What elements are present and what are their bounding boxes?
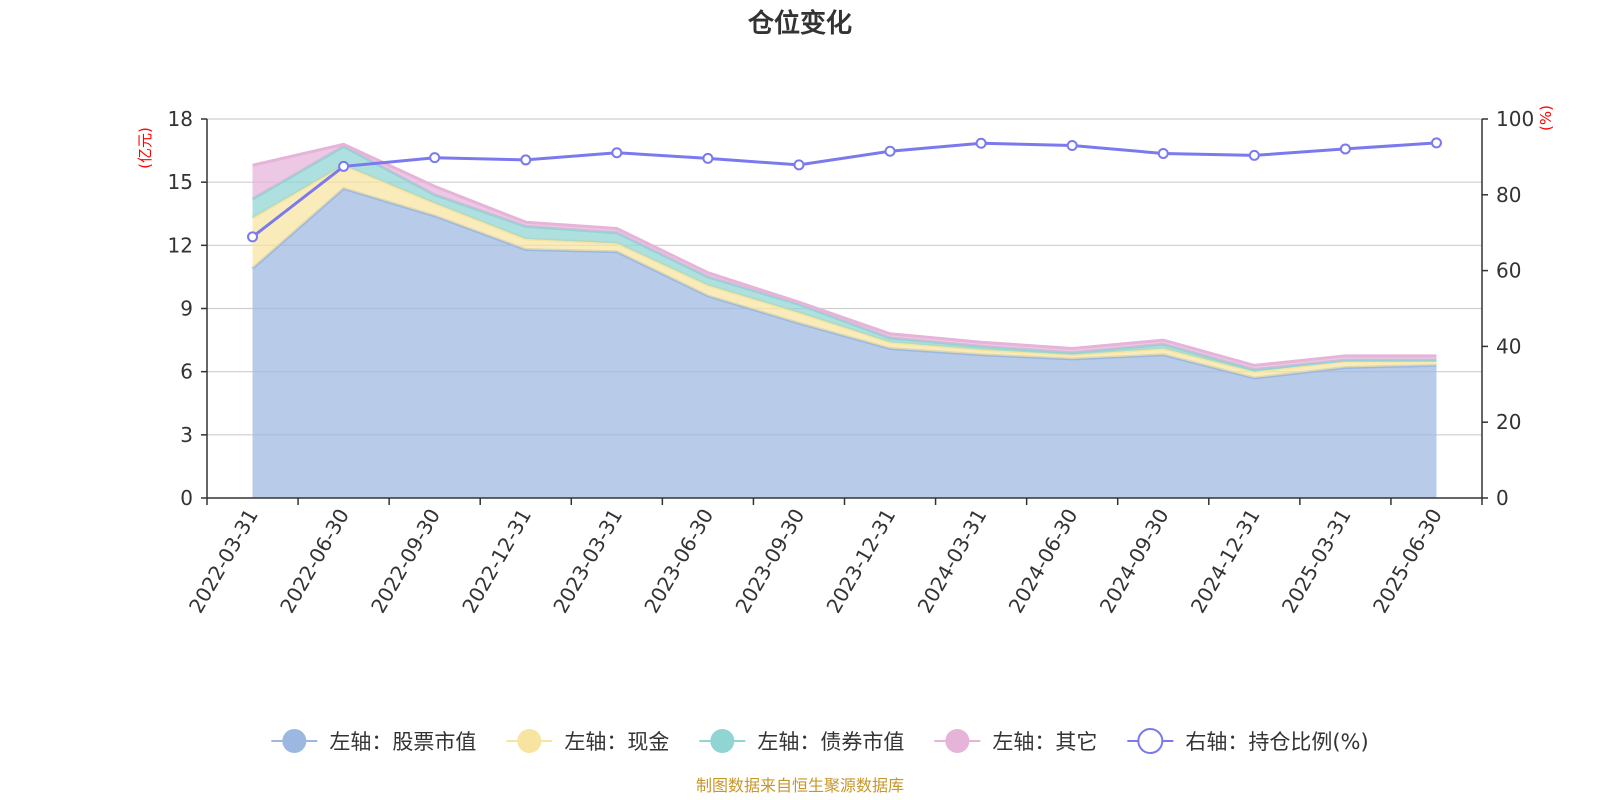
legend-label: 右轴：持仓比例(%) [1185, 730, 1368, 754]
left-tick-label: 0 [180, 486, 193, 510]
ratio-point [429, 152, 441, 164]
area-左轴：现金 [252, 165, 1437, 378]
x-tick-label: 2023-12-31 [821, 505, 900, 618]
legend: 左轴：股票市值 左轴：现金 左轴：债券市值 左轴：其它 右轴：持仓比例(%) [271, 728, 1369, 754]
legend-label: 左轴：股票市值 [329, 730, 476, 754]
right-tick-label: 40 [1496, 334, 1521, 358]
legend-label: 左轴：债券市值 [757, 730, 904, 754]
legend-marker [1137, 728, 1164, 754]
legend-item: 右轴：持仓比例(%) [1127, 728, 1369, 754]
x-tick-label: 2025-03-31 [1277, 505, 1356, 618]
ratio-point [247, 231, 259, 243]
right-tick-label: 60 [1496, 259, 1521, 283]
x-tick-label: 2024-09-30 [1095, 505, 1174, 618]
ratio-point [793, 159, 805, 171]
right-tick-label: 80 [1496, 183, 1521, 207]
ratio-point [1248, 149, 1260, 161]
ratio-point [520, 154, 532, 166]
x-tick-label: 2022-12-31 [457, 505, 536, 618]
legend-item: 左轴：其它 [934, 729, 1097, 754]
legend-marker [710, 729, 735, 753]
x-tick-label: 2023-06-30 [639, 505, 718, 618]
legend-marker [945, 729, 970, 753]
ratio-point [884, 145, 896, 157]
ratio-point [1157, 147, 1169, 159]
legend-item: 左轴：股票市值 [271, 729, 476, 754]
source-note: 制图数据来自恒生聚源数据库 [696, 776, 904, 795]
left-tick-label: 18 [168, 107, 193, 131]
x-tick-label: 2022-03-31 [184, 505, 263, 618]
area-series [251, 142, 1437, 498]
left-tick-label: 9 [180, 297, 193, 321]
legend-label: 左轴：其它 [992, 730, 1097, 754]
ratio-line [251, 141, 1437, 239]
right-tick-label: 100 [1496, 107, 1534, 131]
x-tick-label: 2024-12-31 [1186, 505, 1265, 618]
x-tick-label: 2022-09-30 [366, 505, 445, 618]
legend-label: 左轴：现金 [564, 730, 669, 754]
area-左轴：股票市值 [252, 188, 1437, 498]
left-tick-label: 3 [180, 423, 193, 447]
ratio-point [338, 160, 350, 172]
ratio-point [1339, 143, 1351, 155]
x-tick-label: 2025-06-30 [1368, 505, 1447, 618]
legend-item: 左轴：债券市值 [699, 729, 904, 754]
ratio-point [1430, 137, 1442, 149]
right-tick-label: 0 [1496, 486, 1509, 510]
area-左轴：债券市值 [252, 146, 1437, 372]
left-tick-label: 15 [168, 170, 193, 194]
ratio-point [1066, 140, 1078, 152]
area-edge-左轴：其它 [252, 142, 1437, 367]
x-tick-label: 2022-06-30 [275, 505, 354, 618]
x-tick-label: 2024-03-31 [913, 505, 992, 618]
right-axis-unit: (%) [1537, 105, 1555, 131]
x-tick-label: 2023-09-30 [730, 505, 809, 618]
x-tick-label: 2023-03-31 [548, 505, 627, 618]
ratio-point [975, 137, 987, 149]
left-tick-label: 6 [180, 360, 193, 384]
left-tick-label: 12 [168, 233, 193, 257]
ratio-point [702, 152, 714, 164]
right-tick-label: 20 [1496, 410, 1521, 434]
legend-marker [517, 729, 542, 753]
legend-marker [282, 729, 307, 753]
ratio-line-series [247, 137, 1442, 243]
x-tick-label: 2024-06-30 [1004, 505, 1083, 618]
legend-item: 左轴：现金 [506, 729, 669, 754]
chart-title: 仓位变化 [747, 8, 852, 39]
left-axis-unit: (亿元) [136, 127, 154, 169]
ratio-point [611, 147, 623, 159]
